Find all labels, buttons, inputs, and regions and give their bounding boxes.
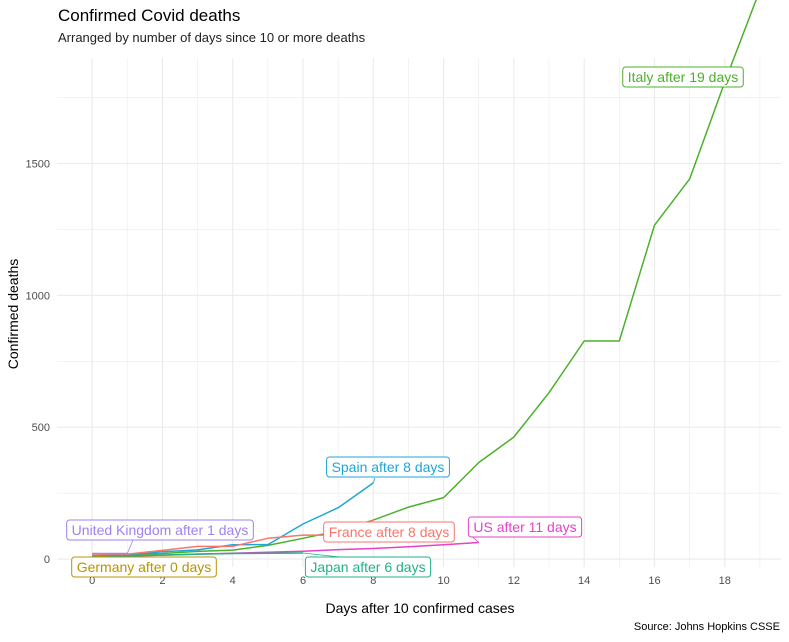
label-box	[66, 519, 254, 541]
label-text: US after 11 days	[473, 519, 576, 535]
label-text: Italy after 19 days	[628, 69, 739, 85]
x-tick-label: 18	[719, 575, 731, 587]
chart-title: Confirmed Covid deaths	[58, 6, 241, 25]
y-tick-label: 1000	[26, 290, 50, 302]
series-label-italy: Italy after 19 days	[622, 66, 744, 88]
y-tick-label: 0	[44, 554, 50, 566]
x-tick-label: 6	[300, 575, 306, 587]
x-tick-label: 16	[648, 575, 660, 587]
label-text: United Kingdom after 1 days	[72, 522, 249, 538]
chart-caption: Source: Johns Hopkins CSSE	[633, 621, 780, 633]
chart-subtitle: Arranged by number of days since 10 or m…	[58, 30, 366, 45]
label-box	[71, 556, 217, 578]
label-text: France after 8 days	[329, 524, 450, 540]
label-box	[622, 66, 744, 88]
series-label-germany: Germany after 0 days	[71, 555, 217, 578]
x-tick-label: 12	[508, 575, 520, 587]
label-text: Spain after 8 days	[332, 459, 445, 475]
x-tick-label: 14	[578, 575, 590, 587]
label-connector	[126, 539, 134, 554]
x-axis-label: Days after 10 confirmed cases	[325, 600, 514, 616]
x-tick-label: 8	[370, 575, 376, 587]
grid	[57, 58, 781, 567]
series-label-japan: Japan after 6 days	[302, 552, 432, 578]
label-box	[326, 456, 450, 478]
label-box	[467, 516, 583, 538]
series-label-spain: Spain after 8 days	[326, 456, 450, 484]
label-text: Germany after 0 days	[77, 559, 212, 575]
y-axis-label: Confirmed deaths	[5, 259, 21, 370]
x-tick-labels: 0 2 4 6 8 10 12 14 16 18	[89, 575, 731, 587]
x-tick-label: 2	[159, 575, 165, 587]
series-line-italy	[92, 0, 757, 557]
label-connector	[372, 477, 376, 484]
x-tick-label: 0	[89, 575, 95, 587]
x-tick-label: 4	[230, 575, 236, 587]
series-label-france: France after 8 days	[323, 521, 455, 543]
series-label-us: US after 11 days	[467, 516, 583, 543]
series-line-japan	[92, 552, 304, 557]
x-tick-label: 10	[437, 575, 449, 587]
label-box	[304, 556, 432, 578]
series-labels: Italy after 19 days Spain after 8 days Fra…	[66, 66, 744, 578]
label-connector	[302, 552, 341, 558]
label-box	[323, 521, 455, 543]
label-text: Japan after 6 days	[310, 559, 425, 575]
series-lines	[92, 0, 757, 558]
y-tick-labels: 0 500 1000 1500	[26, 158, 50, 566]
series-label-united-kingdom: United Kingdom after 1 days	[66, 519, 254, 554]
y-tick-label: 1500	[26, 158, 50, 170]
y-tick-label: 500	[32, 422, 50, 434]
series-line-spain	[92, 482, 374, 558]
